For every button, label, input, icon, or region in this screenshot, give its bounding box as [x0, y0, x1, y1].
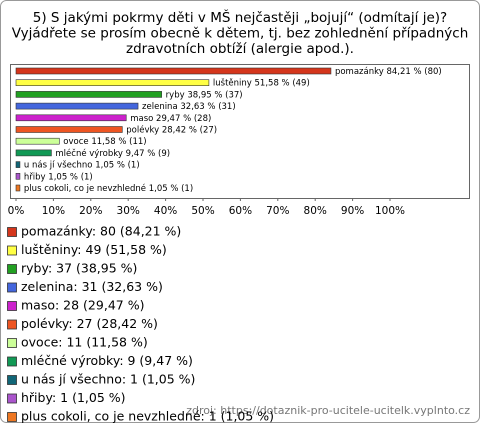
legend-label: plus cokoli, co je nevzhledné: 1 (1,05 %…: [21, 409, 274, 423]
bar-category: ryby: [166, 90, 185, 100]
x-tick-label: 0%: [8, 205, 25, 217]
legend-swatch: [7, 412, 17, 422]
bar: [15, 79, 210, 86]
bar: [15, 126, 123, 133]
legend-label: ryby: 37 (38,95 %): [21, 261, 137, 276]
value-label: 28,42 % (27): [162, 125, 217, 135]
bar-category: zelenina: [142, 102, 178, 112]
bar-label: pomazánky 84,21 % (80): [335, 67, 442, 77]
bar: [15, 137, 60, 145]
bar: [15, 114, 127, 122]
bar: [15, 161, 21, 168]
x-tick-label: 100%: [375, 205, 405, 217]
bar-label: plus cokoli, co je nevzhledné 1,05 % (1): [24, 183, 193, 194]
bar-label: luštěniny 51,58 % (49): [213, 77, 310, 88]
value-label: 32,63 % (31): [180, 102, 235, 112]
bar-label: polévky 28,42 % (27): [126, 124, 217, 135]
bar-category: ovoce: [63, 137, 88, 147]
bar-label: ovoce 11,58 % (11): [63, 137, 146, 147]
x-tick-label: 60%: [229, 205, 252, 217]
value-label: 51,58 % (49): [255, 78, 310, 88]
x-tick-label: 90%: [341, 205, 364, 217]
legend-label: pomazánky: 80 (84,21 %): [21, 224, 181, 239]
bar: [15, 67, 332, 75]
value-label: 11,58 % (11): [91, 137, 146, 147]
x-tick-label: 80%: [304, 205, 327, 217]
legend-label: polévky: 27 (28,42 %): [21, 316, 158, 331]
value-label: 1,05 % (1): [95, 160, 139, 170]
bar-category: plus cokoli, co je nevzhledné: [24, 183, 146, 194]
legend-swatch: [7, 393, 17, 404]
legend-swatch: [7, 301, 17, 311]
legend-swatch: [7, 356, 17, 367]
legend-label: luštěniny: 49 (51,58 %): [21, 242, 167, 257]
bar: [15, 184, 21, 192]
chart-title: zdravotních obtíží (alergie apod.).: [126, 41, 354, 57]
x-tick-label: 40%: [154, 205, 177, 217]
chart-title: 5) S jakými pokrmy děti v MŠ nejčastěji …: [33, 8, 447, 26]
legend-swatch: [7, 319, 17, 330]
legend-swatch: [7, 227, 17, 237]
bar-category: u nás jí všechno: [24, 159, 93, 170]
legend-swatch: [7, 375, 17, 385]
legend-swatch: [7, 245, 17, 256]
bar-label: hřiby 1,05 % (1): [24, 172, 93, 182]
legend-swatch: [7, 338, 17, 348]
bar-category: luštěniny: [213, 77, 252, 88]
legend-label: ovoce: 11 (11,58 %): [21, 335, 148, 350]
bar: [15, 149, 52, 157]
value-label: 1,05 % (1): [149, 184, 193, 194]
bar-category: maso: [130, 113, 153, 123]
value-label: 84,21 % (80): [386, 67, 441, 77]
legend-label: maso: 28 (29,47 %): [21, 298, 144, 313]
bar-category: pomazánky: [335, 67, 384, 77]
legend-label: zelenina: 31 (32,63 %): [21, 279, 163, 294]
bar: [15, 102, 139, 110]
source: zdroj: https://dotaznik-pro-ucitele-ucit…: [186, 404, 470, 417]
bar-category: hřiby: [24, 172, 46, 182]
value-label: 38,95 % (37): [187, 90, 242, 100]
legend-label: mléčné výrobky: 9 (9,47 %): [21, 353, 193, 368]
bar-label: mléčné výrobky 9,47 % (9): [55, 147, 170, 158]
x-tick-label: 30%: [117, 205, 140, 217]
legend-swatch: [7, 282, 17, 293]
bar: [15, 173, 21, 180]
x-tick-label: 20%: [79, 205, 102, 217]
x-tick-label: 10%: [42, 205, 65, 217]
legend-label: u nás jí všechno: 1 (1,05 %): [21, 372, 195, 387]
value-label: 1,05 % (1): [48, 172, 92, 182]
legend-swatch: [7, 264, 17, 274]
bar-label: ryby 38,95 % (37): [166, 90, 243, 100]
x-tick-label: 70%: [266, 205, 289, 217]
bar-category: mléčné výrobky: [55, 147, 122, 158]
bar: [15, 91, 162, 98]
bar-label: u nás jí všechno 1,05 % (1): [24, 159, 140, 170]
bar-label: maso 29,47 % (28): [130, 113, 211, 123]
chart-title: Vyjádřete se prosím obecně k dětem, tj. …: [12, 26, 469, 42]
bar-category: polévky: [126, 124, 159, 135]
value-label: 9,47 % (9): [126, 148, 170, 158]
legend-label: hřiby: 1 (1,05 %): [21, 390, 126, 405]
value-label: 29,47 % (28): [156, 113, 211, 123]
bar-label: zelenina 32,63 % (31): [142, 102, 236, 112]
x-tick-label: 50%: [191, 205, 214, 217]
